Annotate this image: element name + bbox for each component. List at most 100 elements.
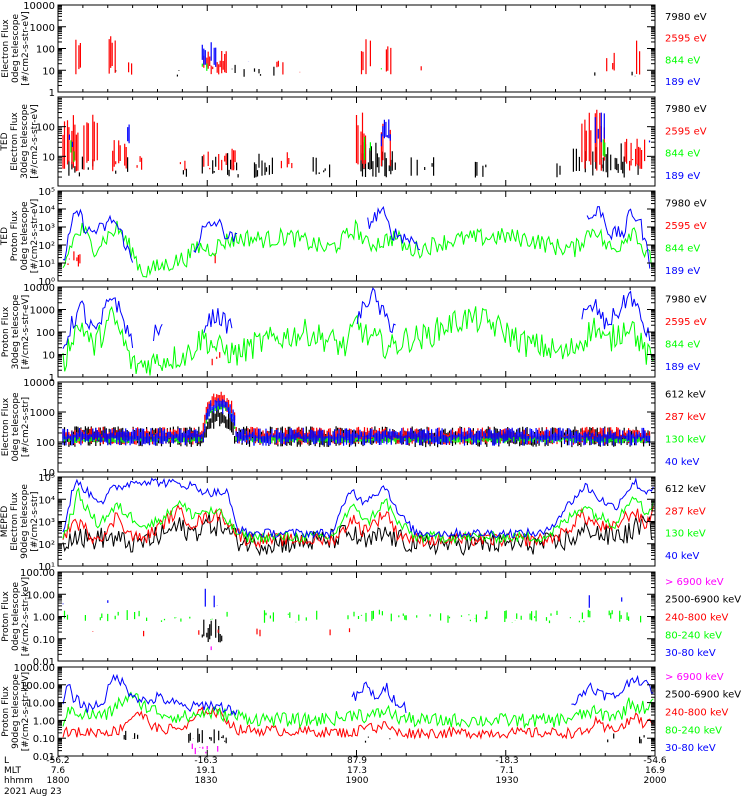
y-axis-label: [#/cm2-s-str-eV] bbox=[30, 104, 40, 179]
y-axis-label: 90deg telescope bbox=[20, 484, 30, 559]
panel-data bbox=[62, 477, 654, 557]
y-axis-label: Electron Flux bbox=[1, 19, 11, 78]
x-ticks bbox=[57, 667, 656, 756]
y-axis-label: Proton Flux bbox=[1, 686, 11, 737]
y-axis-label: [#/cm2-s-str-eV] bbox=[30, 199, 40, 274]
y-axis-label: TED bbox=[0, 132, 10, 151]
y-tick-label: 1 bbox=[49, 373, 55, 384]
y-axis-label: Electron Flux bbox=[1, 397, 11, 456]
series-287-kev bbox=[62, 504, 654, 549]
y-axis-label: [#/cm2-s-str-eV] bbox=[21, 11, 31, 86]
y-tick-label: 10.00 bbox=[26, 590, 55, 601]
y-tick-label: 10000 bbox=[23, 378, 55, 389]
y-tick-label: 0.01 bbox=[33, 752, 55, 763]
x-ticks bbox=[57, 5, 656, 92]
y-tick-label: 10 bbox=[42, 351, 55, 362]
series-2595-ev bbox=[211, 352, 221, 366]
series-844-ev bbox=[201, 63, 382, 71]
legend-entry: 240-800 keV bbox=[665, 708, 729, 719]
y-tick-label: 1000 bbox=[30, 408, 55, 419]
legend-entry: 287 keV bbox=[665, 506, 706, 517]
series-80-240-kev bbox=[62, 691, 654, 730]
panel-data bbox=[62, 206, 654, 278]
y-tick-label: 10⁴ bbox=[38, 495, 55, 506]
y-axis-label: 0deg telescope bbox=[11, 582, 21, 652]
footer-axis: L -56.2 -16.3 87.9 -18.3 -54.6 MLT 7.6 19.1 17.3 7… bbox=[4, 756, 667, 797]
y-axis-label: [#/cm2-s-str] bbox=[30, 491, 40, 551]
legend-entry: 2500-6900 keV bbox=[665, 690, 741, 701]
legend-entry: 2595 eV bbox=[665, 34, 707, 45]
y-tick-label: 10² bbox=[38, 241, 55, 252]
series--6900-kev bbox=[191, 743, 219, 755]
footer-value: 19.1 bbox=[196, 766, 216, 776]
legend-entry: 844 eV bbox=[665, 55, 700, 66]
legend-entry: 844 eV bbox=[665, 243, 700, 254]
y-tick-label: 10 bbox=[42, 66, 55, 77]
y-tick-label: 10⁵ bbox=[38, 473, 55, 484]
panel-frame bbox=[57, 4, 656, 93]
footer-value: 2000 bbox=[644, 776, 667, 786]
y-axis-label: 90deg telescope bbox=[11, 674, 21, 749]
y-tick-label: 10¹ bbox=[38, 259, 55, 270]
legend-entry: 189 eV bbox=[665, 171, 700, 182]
legend-entry: 130 keV bbox=[665, 434, 706, 445]
y-tick-label: 100.00 bbox=[20, 568, 55, 579]
y-tick-label: 100 bbox=[36, 123, 55, 134]
y-tick-label: 100 bbox=[36, 45, 55, 56]
y-tick-label: 1000 bbox=[30, 306, 55, 317]
panel-p4: 1 10 100 1000 10000 Proton Flux 30deg telescop… bbox=[1, 283, 707, 384]
y-axis-label: MEPED bbox=[0, 506, 10, 538]
legend-entry: 40 keV bbox=[665, 551, 699, 562]
series--6900-kev bbox=[210, 646, 212, 651]
y-axis-label: 0deg telescope bbox=[11, 14, 21, 84]
panel-p5: 10 100 1000 10000 Electron Flux 0deg telescop… bbox=[1, 378, 706, 479]
footer-row-label: MLT bbox=[4, 766, 22, 776]
legend-entry: 2595 eV bbox=[665, 317, 707, 328]
series-2595-ev bbox=[67, 251, 216, 267]
legend-entry: 30-80 keV bbox=[665, 743, 716, 754]
series-240-800-kev bbox=[62, 706, 654, 740]
y-tick-label: 1.00 bbox=[33, 716, 55, 727]
y-tick-label: 0.10 bbox=[33, 635, 55, 646]
panel-data bbox=[62, 109, 651, 178]
legend-entry: 2500-6900 keV bbox=[665, 595, 741, 606]
legend-entry: 189 eV bbox=[665, 362, 700, 373]
footer-date: 2021 Aug 23 bbox=[4, 787, 62, 797]
series-7980-ev bbox=[115, 64, 636, 77]
footer-value: 1930 bbox=[496, 776, 519, 786]
footer-value: -56.2 bbox=[46, 756, 69, 766]
y-tick-label: 1 bbox=[49, 88, 55, 99]
footer-value: 1900 bbox=[346, 776, 369, 786]
y-tick-label: 10⁰ bbox=[38, 277, 55, 288]
y-axis-label: 0deg telescope bbox=[11, 392, 21, 462]
panel-data bbox=[62, 588, 642, 651]
panel-p2: 10 100 TED Electron Flux 30deg telescope [#/c… bbox=[0, 96, 707, 187]
panel-p6: 10¹ 10² 10³ 10⁴ 10⁵ MEPED Electron Flux 90deg t… bbox=[0, 473, 706, 573]
y-tick-label: 10⁵ bbox=[38, 187, 55, 198]
y-tick-label: 10⁴ bbox=[38, 205, 55, 216]
panel-data bbox=[62, 287, 654, 376]
y-axis-label: TED bbox=[0, 227, 10, 246]
panel-frame bbox=[57, 571, 656, 662]
y-axis-label: Proton Flux bbox=[10, 210, 20, 261]
y-tick-label: 10.00 bbox=[26, 699, 55, 710]
series-2500-6900-kev bbox=[123, 728, 645, 744]
panel-p1: 1 10 100 1000 10000 Electron Flux 0deg telesco… bbox=[1, 1, 707, 99]
series-189-ev bbox=[68, 112, 651, 147]
footer-row-label: hhmm bbox=[4, 776, 33, 786]
footer-value: 16.9 bbox=[645, 766, 665, 776]
y-tick-label: 10¹ bbox=[38, 562, 55, 573]
legend-entry: 287 keV bbox=[665, 412, 706, 423]
y-tick-label: 10 bbox=[42, 152, 55, 163]
panel-frame bbox=[57, 381, 656, 473]
y-axis-label: Electron Flux bbox=[10, 112, 20, 171]
panel-p3: 10⁰ 10¹ 10² 10³ 10⁴ 10⁵ TED Proton Flux 0deg tel… bbox=[0, 187, 707, 288]
footer-value: -54.6 bbox=[643, 756, 667, 766]
x-ticks bbox=[57, 97, 656, 186]
y-tick-label: 100 bbox=[36, 328, 55, 339]
series-30-80-kev bbox=[62, 588, 623, 608]
legend-entry: 80-240 keV bbox=[665, 630, 722, 641]
legend-entry: 612 keV bbox=[665, 484, 706, 495]
legend-entry: 30-80 keV bbox=[665, 648, 716, 659]
